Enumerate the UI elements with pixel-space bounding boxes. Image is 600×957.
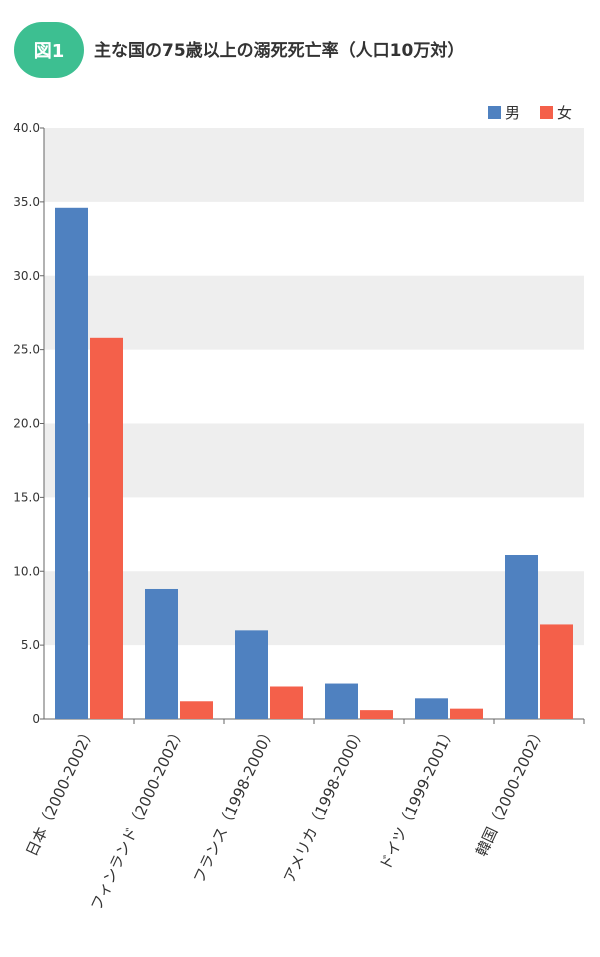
x-tick-label: フランス（1998-2000） <box>190 723 279 886</box>
legend: 男女 <box>488 104 572 122</box>
y-tick-label: 25.0 <box>13 343 40 357</box>
y-tick-labels: 0 5.0 10.0 15.0 20.0 25.0 30.0 35.0 40.0 <box>13 121 44 726</box>
x-tick-label: ドイツ（1999-2001） <box>376 723 459 873</box>
y-tick-label: 0 <box>32 712 40 726</box>
grid-band <box>44 423 584 498</box>
legend-swatch <box>540 106 553 119</box>
bar-female <box>540 624 573 719</box>
figure-title: 主な国の75歳以上の溺死死亡率（人口10万対） <box>94 41 465 61</box>
x-tick-label: アメリカ（1998-2000） <box>280 723 369 886</box>
bar-female <box>270 686 303 719</box>
bar-female <box>450 708 483 719</box>
x-tick-label: 韓国（2000-2002） <box>472 723 548 859</box>
legend-label: 女 <box>557 104 572 122</box>
bar-female <box>90 337 123 719</box>
y-tick-label: 30.0 <box>13 269 40 283</box>
figure-badge: 図1 <box>14 22 84 78</box>
grid-bands <box>44 128 584 646</box>
x-tick-label: 日本（2000-2002） <box>22 723 98 859</box>
bar-male <box>55 207 88 719</box>
y-tick-label: 20.0 <box>13 417 40 431</box>
bar-male <box>235 630 268 719</box>
bars <box>55 207 573 719</box>
bar-male <box>415 698 448 719</box>
y-tick-label: 15.0 <box>13 490 40 504</box>
grid-band <box>44 571 584 646</box>
x-tick-label: フィンランド（2000-2002） <box>87 723 188 913</box>
bar-female <box>180 701 213 719</box>
x-tick-labels: 日本（2000-2002）フィンランド（2000-2002） フランス（1998-… <box>22 723 548 913</box>
grid-band <box>44 275 584 350</box>
bar-female <box>360 710 393 719</box>
legend-swatch <box>488 106 501 119</box>
y-tick-label: 10.0 <box>13 564 40 578</box>
legend-label: 男 <box>505 104 520 122</box>
bar-male <box>145 588 178 719</box>
y-tick-label: 35.0 <box>13 195 40 209</box>
bar-male <box>325 683 358 719</box>
grid-band <box>44 128 584 202</box>
y-tick-label: 5.0 <box>21 638 40 652</box>
figure-header: 図1 主な国の75歳以上の溺死死亡率（人口10万対） <box>0 0 600 100</box>
y-tick-label: 40.0 <box>13 121 40 135</box>
bar-male <box>505 554 538 719</box>
